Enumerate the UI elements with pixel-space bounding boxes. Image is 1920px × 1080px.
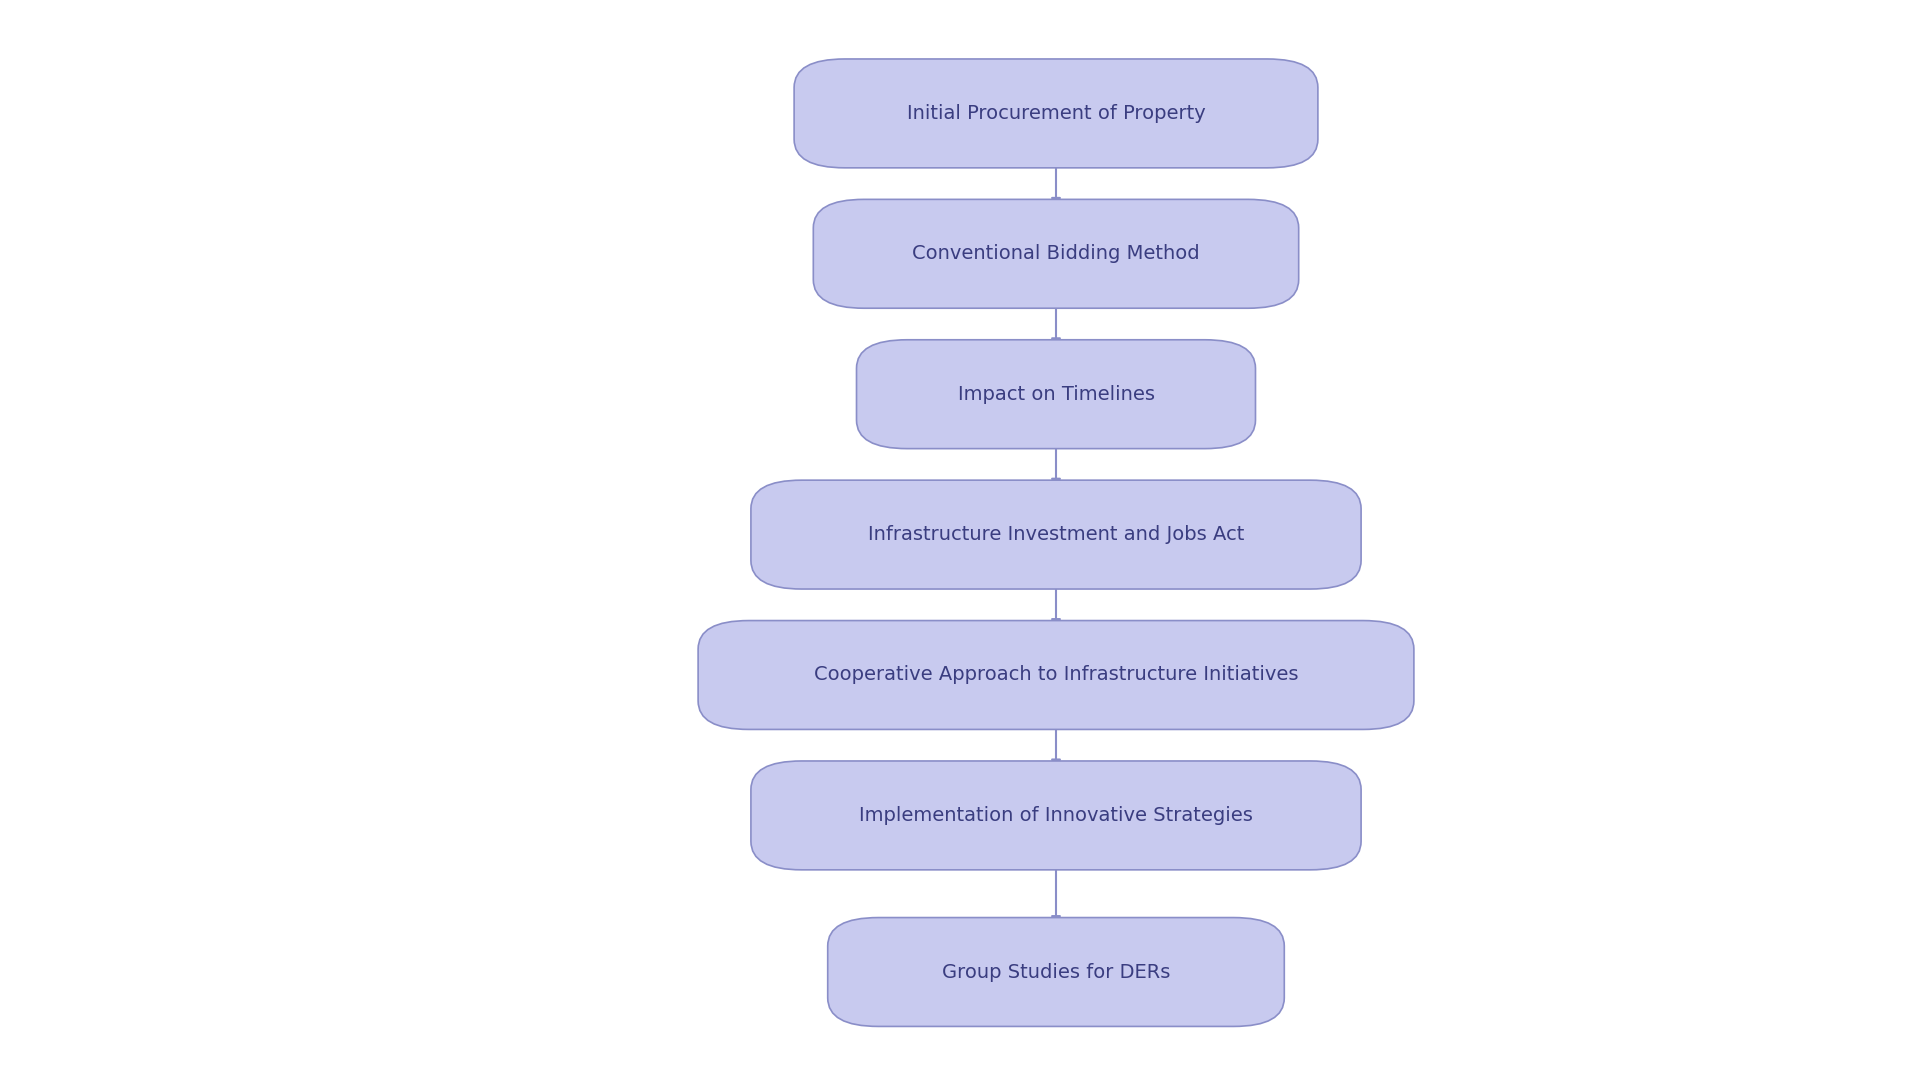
Text: Infrastructure Investment and Jobs Act: Infrastructure Investment and Jobs Act [868,525,1244,544]
Text: Implementation of Innovative Strategies: Implementation of Innovative Strategies [858,806,1254,825]
Text: Impact on Timelines: Impact on Timelines [958,384,1154,404]
FancyBboxPatch shape [751,481,1361,589]
FancyBboxPatch shape [856,340,1256,448]
FancyBboxPatch shape [814,200,1298,308]
FancyBboxPatch shape [795,59,1317,167]
Text: Conventional Bidding Method: Conventional Bidding Method [912,244,1200,264]
Text: Cooperative Approach to Infrastructure Initiatives: Cooperative Approach to Infrastructure I… [814,665,1298,685]
FancyBboxPatch shape [751,761,1361,869]
FancyBboxPatch shape [828,918,1284,1026]
Text: Initial Procurement of Property: Initial Procurement of Property [906,104,1206,123]
Text: Group Studies for DERs: Group Studies for DERs [943,962,1169,982]
FancyBboxPatch shape [699,621,1413,729]
